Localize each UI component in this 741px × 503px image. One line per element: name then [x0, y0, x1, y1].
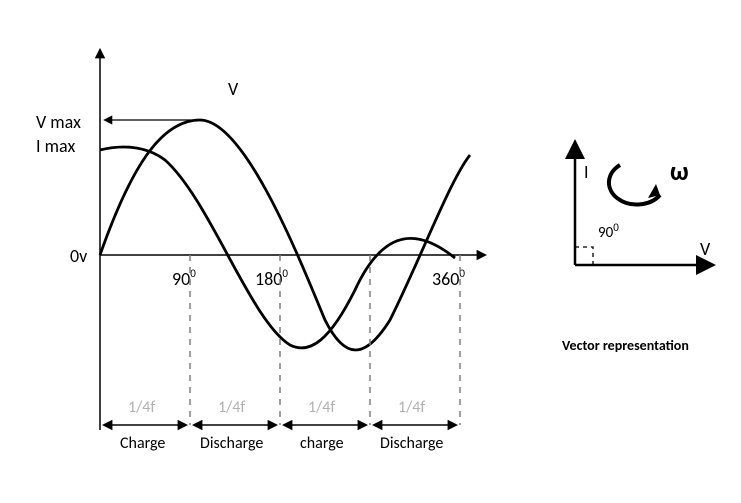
- curve-label-v: V: [228, 78, 239, 100]
- phase-4-state: Discharge: [380, 434, 443, 453]
- svg-text:1800: 1800: [255, 267, 288, 290]
- phase-2-period: 1/4f: [218, 398, 245, 417]
- omega-label: ω: [670, 155, 689, 187]
- phase-1-period: 1/4f: [128, 398, 155, 417]
- vector-diagram: I V 900 ω Vector representation: [562, 145, 711, 354]
- vector-label-v: V: [700, 238, 711, 260]
- label-zero: 0v: [70, 245, 87, 267]
- svg-text:900: 900: [598, 221, 619, 242]
- angle-box: [575, 247, 593, 265]
- phase-1-state: Charge: [120, 434, 165, 453]
- phase-3-state: charge: [300, 434, 344, 453]
- current-curve: [100, 147, 455, 348]
- x-tick-180: 1800: [255, 267, 288, 290]
- svg-text:900: 900: [172, 267, 196, 290]
- vector-label-i: I: [584, 161, 589, 183]
- waveform-diagram: V max I max 0v V 900 1800 3600 1/4f 1/4f…: [36, 50, 485, 453]
- label-vmax: V max: [36, 111, 81, 133]
- vector-caption: Vector representation: [562, 337, 689, 354]
- omega-arc: [609, 165, 660, 205]
- label-imax: I max: [36, 135, 75, 157]
- phase-4-period: 1/4f: [398, 398, 425, 417]
- x-tick-90: 900: [172, 267, 196, 290]
- phase-3-period: 1/4f: [308, 398, 335, 417]
- phase-2-state: Discharge: [200, 434, 263, 453]
- angle-label: 900: [598, 221, 619, 242]
